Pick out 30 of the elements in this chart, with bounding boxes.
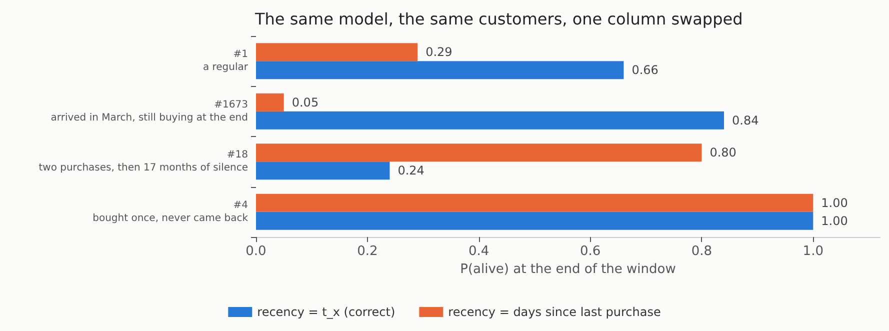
x-tick-label: 0.6 xyxy=(580,244,601,259)
data-label: 1.00 xyxy=(821,214,848,228)
data-label: 1.00 xyxy=(821,196,848,210)
data-label: 0.05 xyxy=(292,95,319,110)
bar xyxy=(256,111,724,130)
bar xyxy=(256,43,418,62)
x-tick-label: 0.2 xyxy=(357,244,378,259)
data-label: 0.24 xyxy=(398,164,424,178)
data-label: 0.80 xyxy=(710,146,736,160)
bar xyxy=(256,61,624,80)
legend-label: recency = t_x (correct) xyxy=(257,305,396,319)
x-tick-label: 0.8 xyxy=(691,244,712,259)
x-tick-label: 0.0 xyxy=(246,244,266,259)
bar xyxy=(256,162,390,180)
x-tick-label: 1.0 xyxy=(802,244,824,259)
bar xyxy=(256,212,814,230)
bar xyxy=(256,93,284,112)
y-tick-label: #1673 arrived in March, still buying at the end xyxy=(50,99,248,124)
bar xyxy=(256,144,702,162)
data-label: 0.29 xyxy=(426,45,452,60)
chart-title: The same model, the same customers, one column swapped xyxy=(254,10,743,28)
x-tick-label: 0.4 xyxy=(468,244,490,259)
data-label: 0.84 xyxy=(732,113,759,128)
y-tick-label: #1 a regular xyxy=(202,49,249,74)
data-label: 0.66 xyxy=(632,63,658,78)
bar xyxy=(256,194,814,212)
y-tick-label: #18 two purchases, then 17 months of silence xyxy=(38,150,248,174)
y-tick-label: #4 bought once, never came back xyxy=(92,200,248,224)
legend-label: recency = days since last purchase xyxy=(448,305,661,319)
x-axis-title: P(alive) at the end of the window xyxy=(460,262,676,277)
